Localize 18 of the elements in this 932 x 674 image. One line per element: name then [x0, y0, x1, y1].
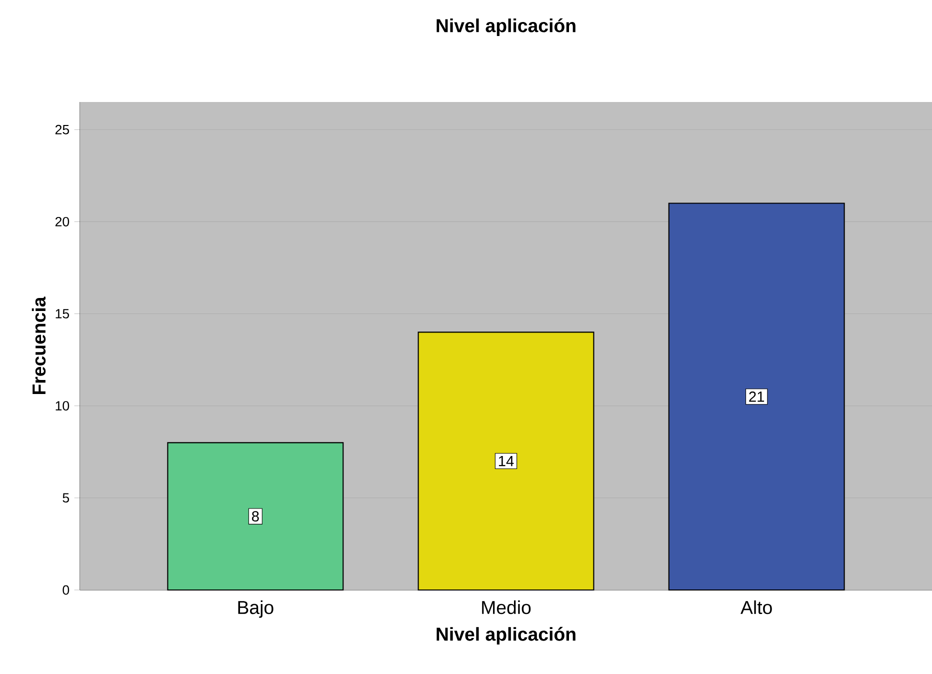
y-tick-label: 5 — [62, 493, 70, 503]
data-label: 14 — [498, 456, 514, 466]
y-tick-label: 20 — [55, 216, 70, 226]
data-label: 21 — [749, 392, 764, 402]
x-axis-title: Nivel aplicación — [436, 626, 576, 644]
y-tick-label: 10 — [56, 401, 70, 411]
bar — [668, 202, 845, 591]
y-axis-title: Frecuencia — [32, 296, 46, 394]
x-tick-label: Bajo — [238, 600, 274, 618]
y-tick-label: 15 — [56, 309, 70, 318]
bar — [167, 442, 344, 591]
y-tick-label: 25 — [55, 124, 70, 134]
bar — [418, 332, 594, 591]
y-tick-label: 0 — [62, 585, 70, 595]
x-tick-label: Medio — [482, 600, 531, 614]
x-tick-label: Alto — [740, 600, 772, 614]
data-label: 8 — [252, 511, 259, 522]
chart-title: Nivel aplicación — [436, 18, 576, 36]
